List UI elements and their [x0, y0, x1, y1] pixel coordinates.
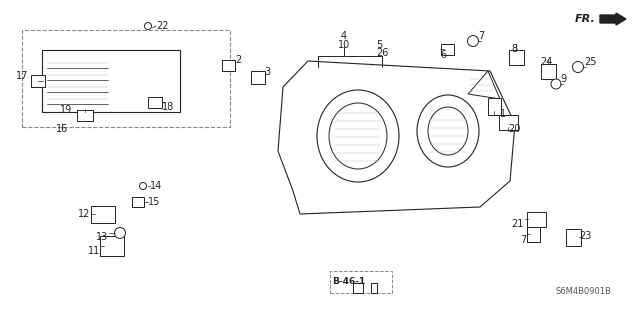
- Text: 7: 7: [478, 31, 484, 41]
- Bar: [541, 63, 556, 78]
- Bar: [527, 226, 540, 241]
- Text: 5: 5: [376, 40, 382, 50]
- Text: 18: 18: [162, 102, 174, 112]
- Text: 14: 14: [150, 181, 163, 191]
- Text: 2: 2: [235, 55, 241, 65]
- Text: 17: 17: [15, 71, 28, 81]
- Text: 10: 10: [338, 40, 350, 50]
- Bar: [42, 50, 180, 112]
- Bar: [353, 283, 363, 293]
- Text: 24: 24: [540, 57, 552, 67]
- Text: 9: 9: [560, 74, 566, 84]
- Bar: [91, 205, 115, 222]
- Text: 8: 8: [511, 44, 517, 54]
- Circle shape: [145, 23, 152, 29]
- Bar: [77, 109, 93, 121]
- Bar: [251, 70, 265, 84]
- Bar: [566, 228, 580, 246]
- Bar: [499, 115, 518, 130]
- Text: S6M4B0901B: S6M4B0901B: [555, 286, 611, 295]
- Text: 4: 4: [341, 31, 347, 41]
- Text: 21: 21: [511, 219, 524, 229]
- Text: 1: 1: [500, 109, 506, 119]
- Bar: [148, 97, 162, 108]
- Text: 26: 26: [376, 48, 388, 58]
- Text: 6: 6: [440, 50, 446, 60]
- Text: 13: 13: [96, 232, 108, 242]
- Text: 25: 25: [584, 57, 596, 67]
- Bar: [330, 271, 392, 293]
- Text: FR.: FR.: [575, 14, 596, 24]
- Circle shape: [551, 79, 561, 89]
- Text: 20: 20: [508, 124, 520, 134]
- Bar: [132, 197, 144, 207]
- Text: 23: 23: [579, 231, 591, 241]
- Text: B-46-1: B-46-1: [332, 278, 365, 286]
- Bar: [527, 211, 545, 226]
- Bar: [100, 236, 124, 256]
- Text: 16: 16: [56, 124, 68, 134]
- Polygon shape: [468, 71, 500, 99]
- Circle shape: [140, 182, 147, 189]
- Text: 12: 12: [77, 209, 90, 219]
- Bar: [22, 30, 230, 127]
- FancyArrow shape: [600, 13, 626, 25]
- Bar: [440, 43, 454, 55]
- Text: 7: 7: [520, 235, 526, 245]
- Text: 15: 15: [148, 197, 161, 207]
- Polygon shape: [278, 61, 515, 214]
- Circle shape: [467, 35, 479, 47]
- Bar: [31, 75, 45, 87]
- Circle shape: [115, 227, 125, 239]
- Text: 22: 22: [156, 21, 168, 31]
- Bar: [371, 283, 377, 293]
- Bar: [221, 60, 234, 70]
- Circle shape: [573, 62, 584, 72]
- Text: 19: 19: [60, 105, 72, 115]
- Bar: [488, 98, 500, 115]
- Bar: [509, 49, 524, 64]
- Text: 3: 3: [264, 67, 270, 77]
- Text: 11: 11: [88, 246, 100, 256]
